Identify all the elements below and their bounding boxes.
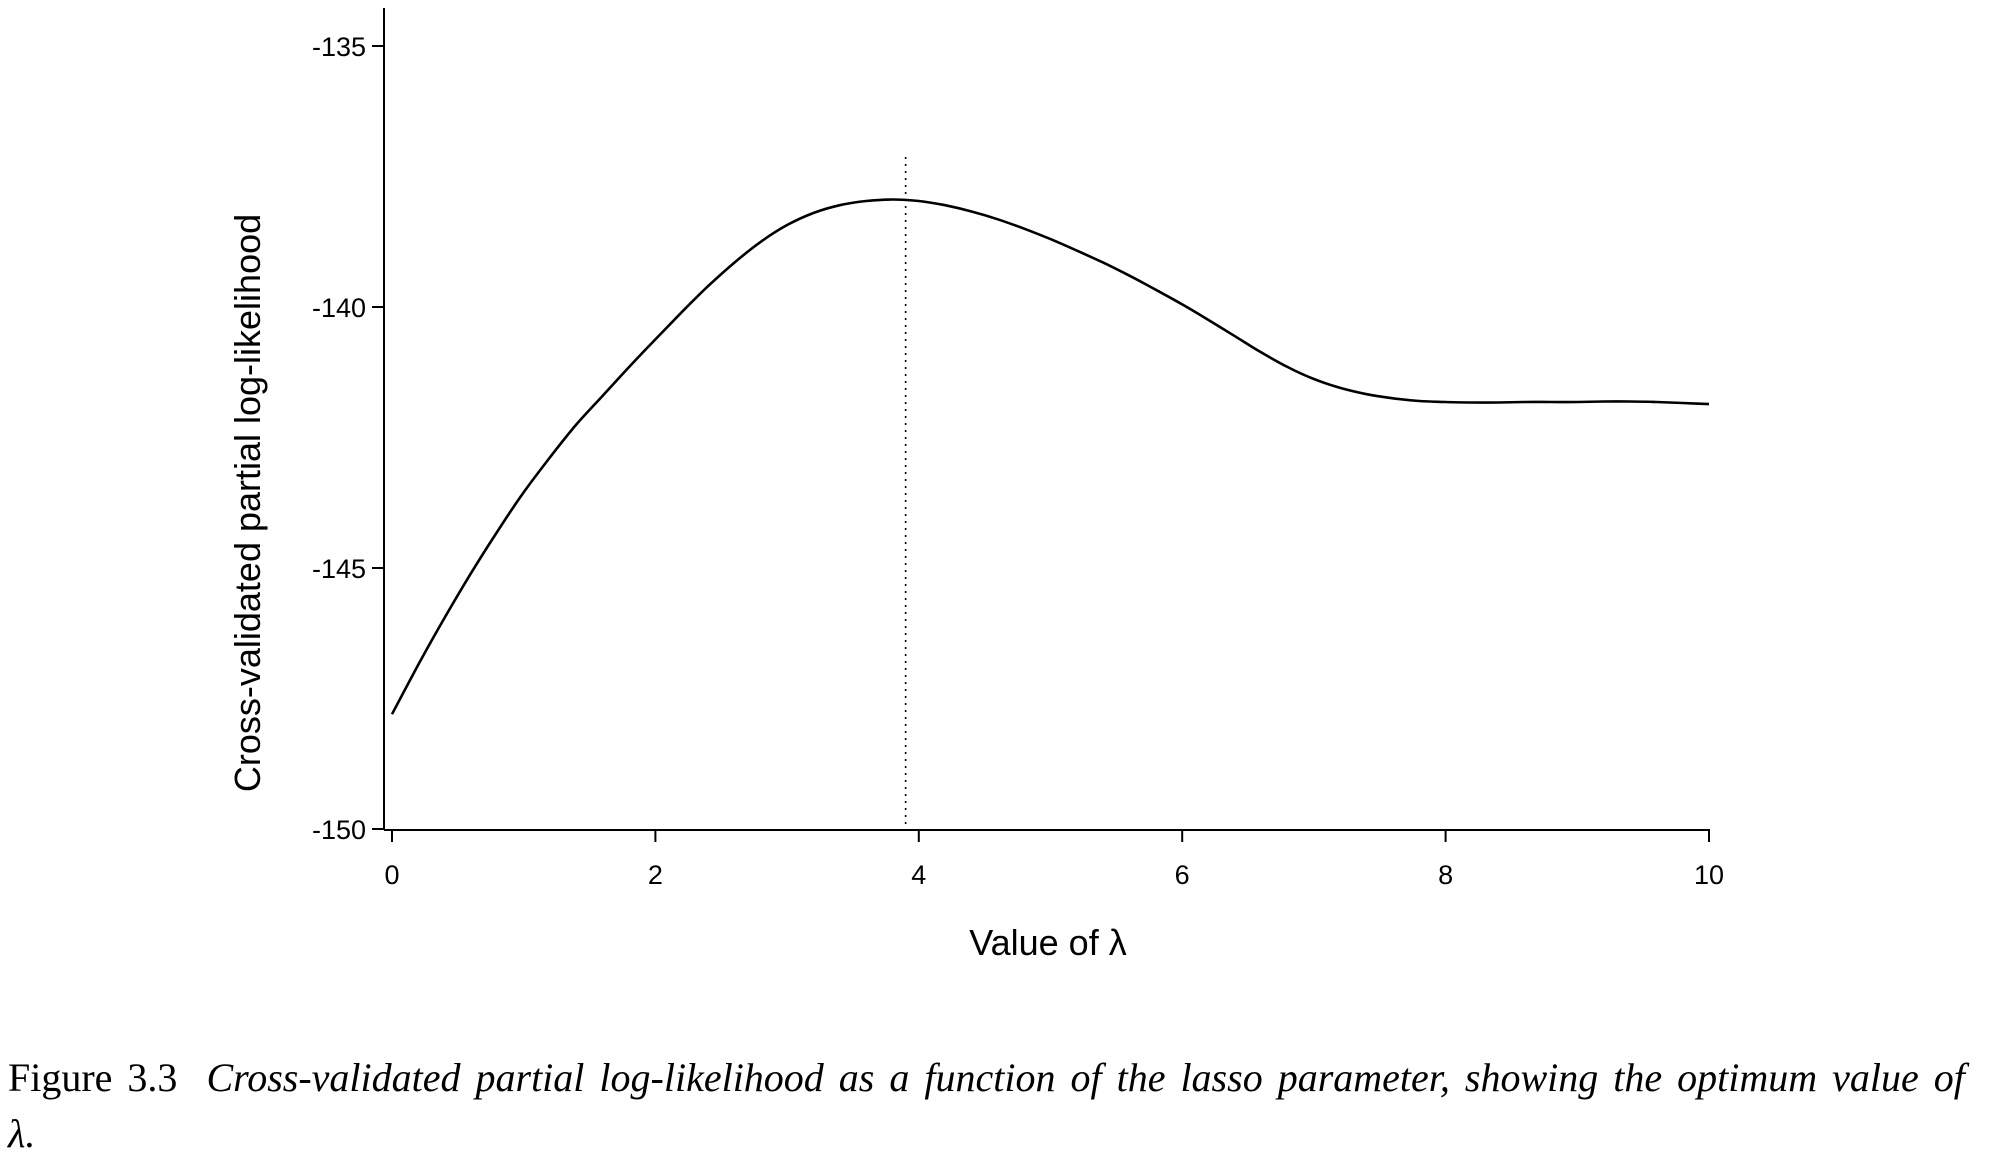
x-tick-label: 0 (384, 860, 399, 890)
y-tick-label: -140 (312, 293, 366, 323)
x-tick-label: 8 (1438, 860, 1453, 890)
chart: 0 2 4 6 8 10 -135 -140 -145 -150 Value of λ Cross… (227, 8, 1724, 963)
x-tick-label: 2 (648, 860, 663, 890)
figure-caption: Figure 3.3 Cross-validated partial log-l… (8, 1050, 1993, 1162)
y-axis-title: Cross-validated partial log-likelihood (227, 214, 268, 792)
x-tick-label: 10 (1694, 860, 1724, 890)
x-tick-label: 6 (1175, 860, 1190, 890)
caption-label: Figure 3.3 (8, 1055, 178, 1100)
axes: 0 2 4 6 8 10 -135 -140 -145 -150 (312, 8, 1724, 890)
x-tick-label: 4 (911, 860, 926, 890)
x-axis-title: Value of λ (969, 922, 1126, 963)
caption-text: Cross-validated partial log-likelihood a… (8, 1055, 1965, 1156)
y-tick-label: -145 (312, 554, 366, 584)
series-group (390, 198, 1710, 715)
series-line (390, 198, 1710, 715)
y-tick-label: -135 (312, 32, 366, 62)
y-tick-label: -150 (312, 815, 366, 845)
